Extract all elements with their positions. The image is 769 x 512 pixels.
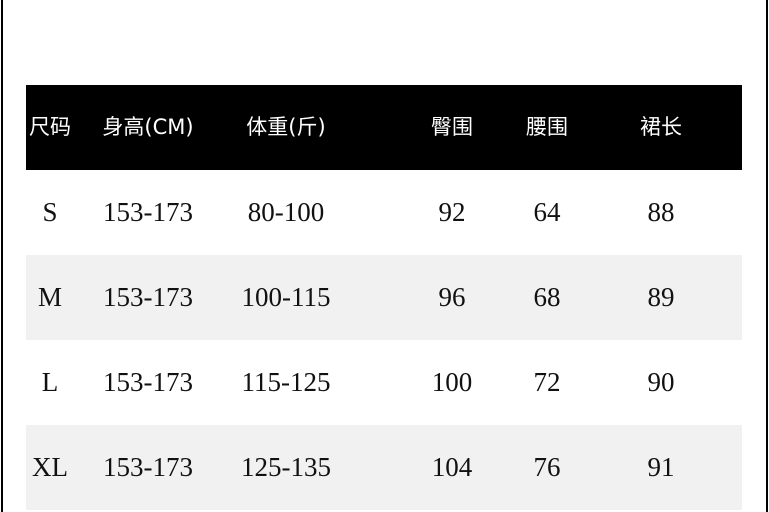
cell-skirt-length: 91	[647, 452, 675, 482]
cell-hip: 104	[431, 452, 473, 482]
cell-hip: 96	[438, 282, 466, 312]
cell-waist: 68	[533, 282, 561, 312]
cell-waist: 76	[533, 452, 561, 482]
header-hip: 臀围	[431, 115, 473, 139]
header-weight: 体重(斤)	[246, 115, 326, 139]
cell-weight: 80-100	[247, 197, 325, 227]
cell-skirt-length: 89	[647, 282, 675, 312]
cell-skirt-length: 90	[647, 367, 675, 397]
cell-size: M	[37, 282, 63, 312]
table-row: S 153-173 80-100 92 64 88	[26, 170, 742, 255]
cell-hip: 92	[438, 197, 466, 227]
cell-weight: 100-115	[241, 282, 331, 312]
header-height: 身高(CM)	[102, 115, 194, 139]
table-row: XL 153-173 125-135 104 76 91	[26, 425, 742, 510]
cell-weight: 115-125	[241, 367, 331, 397]
left-border	[1, 0, 3, 512]
table-header: 尺码 身高(CM) 体重(斤) 臀围 腰围 裙长	[26, 85, 742, 170]
cell-size: XL	[32, 452, 68, 482]
cell-skirt-length: 88	[647, 197, 675, 227]
table-row: M 153-173 100-115 96 68 89	[26, 255, 742, 340]
cell-waist: 72	[533, 367, 561, 397]
table-row: L 153-173 115-125 100 72 90	[26, 340, 742, 425]
header-size: 尺码	[29, 115, 71, 139]
cell-weight: 125-135	[241, 452, 331, 482]
header-skirt-length: 裙长	[640, 115, 682, 139]
cell-size: S	[42, 197, 58, 227]
header-waist: 腰围	[526, 115, 568, 139]
cell-height: 153-173	[103, 197, 193, 227]
cell-height: 153-173	[103, 282, 193, 312]
right-border	[766, 0, 768, 512]
cell-waist: 64	[533, 197, 561, 227]
cell-hip: 100	[431, 367, 473, 397]
cell-height: 153-173	[103, 367, 193, 397]
cell-height: 153-173	[103, 452, 193, 482]
size-chart-table: 尺码 身高(CM) 体重(斤) 臀围 腰围 裙长 S 153-173 80-10…	[26, 85, 742, 510]
cell-size: L	[41, 367, 59, 397]
